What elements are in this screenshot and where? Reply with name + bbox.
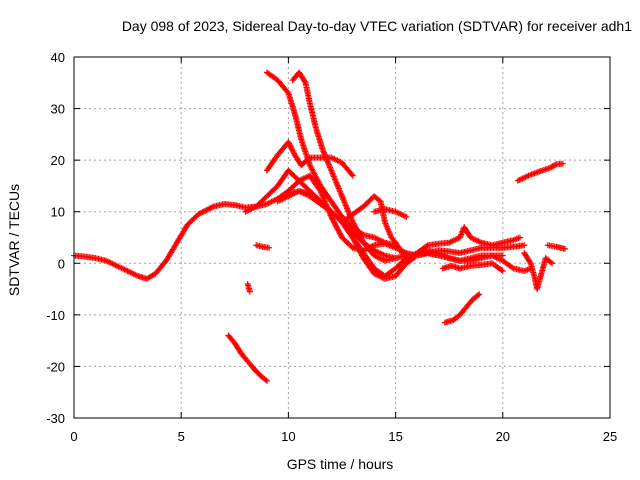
data-point	[509, 264, 516, 271]
y-tick-label: 0	[58, 256, 65, 271]
data-point	[526, 258, 533, 265]
data-point	[262, 376, 269, 383]
x-tick-label: 5	[178, 429, 185, 444]
y-tick-label: -30	[46, 411, 65, 426]
data-point	[398, 248, 405, 255]
grid	[74, 57, 610, 418]
x-axis-label: GPS time / hours	[286, 456, 394, 472]
y-tick-label: -20	[46, 359, 65, 374]
data-point	[516, 234, 523, 241]
data-point	[305, 155, 312, 162]
x-tick-label: 15	[388, 429, 402, 444]
data-point	[561, 245, 568, 252]
data-point	[498, 267, 505, 274]
data-point	[476, 291, 483, 298]
data-point	[559, 160, 566, 167]
y-tick-label: 20	[51, 153, 65, 168]
x-tick-label: 25	[603, 429, 617, 444]
x-tick-label: 0	[70, 429, 77, 444]
data-point	[349, 172, 356, 179]
y-tick-label: -10	[46, 308, 65, 323]
data-point	[435, 252, 442, 259]
data-point	[552, 161, 559, 168]
data-point	[266, 244, 273, 251]
data-point	[499, 268, 506, 275]
data-point	[399, 249, 406, 256]
y-tick-label: 40	[51, 50, 65, 65]
y-tick-label: 10	[51, 205, 65, 220]
data-point	[423, 243, 430, 250]
x-tick-label: 10	[281, 429, 295, 444]
data-point	[348, 171, 355, 178]
data-point	[263, 377, 270, 384]
data-point	[549, 260, 556, 267]
data-point	[403, 213, 410, 220]
data-point	[521, 242, 528, 249]
data-point	[474, 292, 481, 299]
data-point	[392, 255, 399, 262]
data-point	[301, 78, 308, 85]
data-point	[246, 288, 253, 295]
data-point	[208, 204, 215, 211]
data-point	[412, 253, 419, 260]
data-layer	[71, 69, 568, 384]
ticks: 0 5 10 15 20 25 -30 -20 -10 0 10 20 30 40	[46, 50, 617, 444]
data-point	[547, 259, 554, 266]
chart-title: Day 098 of 2023, Sidereal Day-to-day VTE…	[121, 18, 632, 34]
plot-frame	[73, 56, 611, 419]
data-point	[499, 252, 506, 259]
x-tick-label: 20	[496, 429, 510, 444]
y-tick-label: 30	[51, 102, 65, 117]
